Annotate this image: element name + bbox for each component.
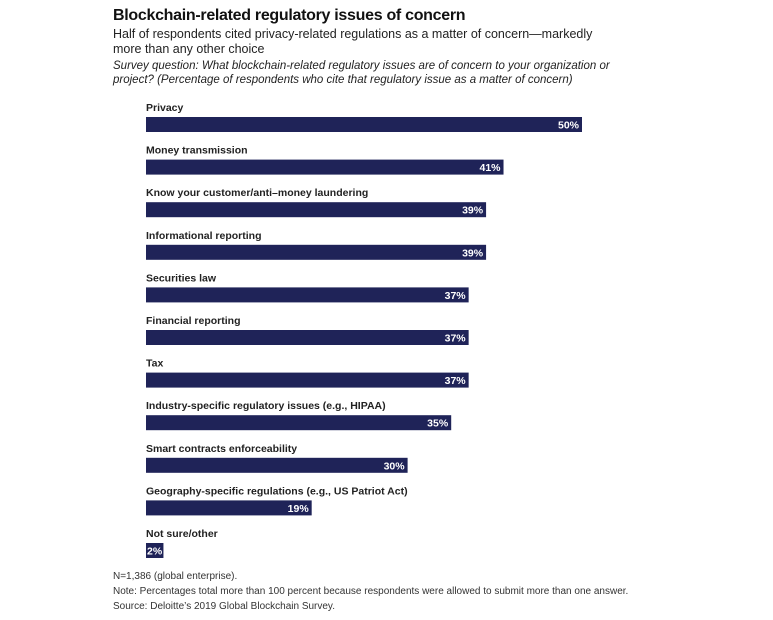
bar: [146, 372, 469, 388]
footnote-sample-size: N=1,386 (global enterprise).: [113, 571, 238, 582]
footnote-source: Source: Deloitte’s 2019 Global Blockchai…: [113, 601, 335, 612]
bar: [146, 159, 504, 175]
chart-title: Blockchain-related regulatory issues of …: [113, 7, 466, 24]
value-label: 50%: [558, 120, 580, 132]
value-label: 37%: [445, 333, 467, 345]
survey-question: Survey question: What blockchain-related…: [113, 60, 610, 86]
bar: [146, 287, 469, 303]
value-label: 37%: [445, 375, 467, 387]
value-label: 2%: [147, 546, 163, 558]
category-label: Securities law: [146, 272, 217, 284]
category-label: Smart contracts enforceability: [146, 443, 297, 455]
value-label: 37%: [445, 290, 467, 302]
bar: [146, 457, 408, 473]
footnote-note: Note: Percentages total more than 100 pe…: [113, 586, 629, 597]
bar: [146, 117, 582, 132]
bar: [146, 244, 487, 260]
value-label: 39%: [462, 247, 484, 259]
value-label: 30%: [384, 460, 406, 472]
bar: [146, 543, 164, 558]
category-label: Not sure/other: [146, 528, 218, 540]
category-label: Money transmission: [146, 145, 248, 157]
bar-chart: Privacy 50% Money transmission 41% Know your…: [146, 102, 582, 558]
bar: [146, 330, 469, 345]
category-label: Industry-specific regulatory issues (e.g…: [146, 400, 386, 412]
bar: [146, 415, 452, 431]
bar: [146, 500, 312, 516]
category-label: Privacy: [146, 102, 184, 114]
value-label: 35%: [427, 418, 449, 430]
category-label: Geography-specific regulations (e.g., US…: [146, 485, 408, 497]
value-label: 41%: [480, 162, 502, 174]
value-label: 19%: [288, 503, 310, 515]
value-label: 39%: [462, 205, 484, 217]
category-label: Tax: [146, 358, 163, 370]
category-label: Financial reporting: [146, 315, 241, 327]
category-label: Know your customer/anti–money laundering: [146, 187, 368, 199]
chart-subtitle: Half of respondents cited privacy-relate…: [113, 27, 593, 56]
category-label: Informational reporting: [146, 230, 262, 242]
bar: [146, 202, 487, 218]
